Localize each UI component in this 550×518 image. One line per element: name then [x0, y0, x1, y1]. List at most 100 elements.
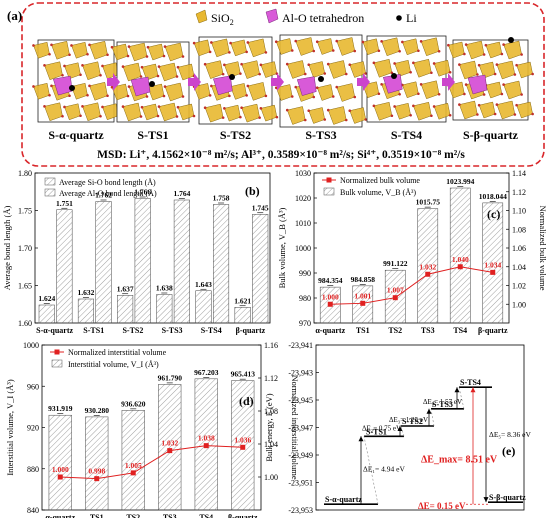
normalized-label: 1.038: [198, 434, 215, 443]
y2-tick-label: 1.10: [512, 207, 526, 216]
y-tick-label: 970: [299, 319, 311, 328]
bar: [449, 187, 471, 324]
y-tick-label: 1.65: [18, 282, 32, 291]
oxygen-atom: [401, 40, 404, 44]
oxygen-atom: [447, 43, 450, 47]
bar-label: 1.762: [95, 191, 112, 200]
bar: [38, 304, 55, 324]
oxygen-atom: [203, 106, 207, 110]
x-tick-label: α-quartz: [45, 513, 75, 518]
y-tick-label: 980: [299, 294, 311, 303]
x-tick-label: β-quartz: [236, 326, 266, 335]
oxygen-atom: [50, 43, 53, 47]
bar: [156, 294, 173, 324]
legend-label: Average Al-O bond length (Å): [59, 189, 157, 198]
bar-label: 1015.75: [416, 198, 441, 207]
oxygen-atom: [463, 92, 466, 96]
oxygen-atom: [463, 52, 466, 56]
y-tick-label: 960: [27, 382, 39, 391]
oxygen-atom: [79, 73, 82, 77]
oxygen-atom: [176, 105, 180, 109]
y-tick-label: -23,941: [288, 341, 313, 350]
oxygen-atom: [229, 41, 232, 45]
bar: [85, 416, 109, 511]
oxygen-atom: [68, 53, 71, 57]
oxygen-atom: [86, 93, 89, 97]
stage-labels: S-α-quartz S-TS1 S-TS2 S-TS3 S-TS4 S-β-quartz: [48, 128, 518, 142]
oxygen-atom: [63, 64, 66, 68]
oxygen-atom: [353, 95, 357, 99]
arrow-e1-head: [358, 436, 364, 442]
bar: [234, 307, 251, 324]
oxygen-atom: [126, 94, 130, 98]
oxygen-atom: [32, 44, 35, 47]
oxygen-atom: [476, 73, 479, 76]
oxygen-atom: [163, 45, 167, 48]
oxygen-atom: [419, 83, 423, 86]
alo-legend-label: Al-O tetrahedron: [282, 11, 364, 25]
crystal-structures: [32, 34, 534, 128]
level-label: S-TS2: [402, 417, 423, 426]
annotation-de: ΔE= 0.15 eV: [418, 501, 466, 511]
oxygen-atom: [239, 115, 242, 119]
y-tick-label: -23,945: [288, 396, 313, 405]
y-axis-label: Interstitial volume, V_I (Å³): [5, 379, 15, 476]
annotation-e4: ΔE₄= 1.57 eV: [423, 398, 462, 406]
annotation-e1: ΔE₁= 4.94 eV: [363, 464, 405, 473]
oxygen-atom: [61, 114, 64, 118]
li-legend-icon: [396, 15, 402, 21]
panel-label: (b): [245, 184, 260, 198]
oxygen-atom: [208, 50, 212, 54]
oxygen-atom: [176, 65, 180, 69]
oxygen-atom: [99, 114, 102, 118]
normalized-marker: [203, 443, 209, 449]
normalized-label: 1.040: [452, 255, 469, 264]
oxygen-atom: [274, 40, 278, 43]
oxygen-atom: [88, 84, 91, 88]
oxygen-atom: [70, 44, 73, 47]
oxygen-atom: [121, 105, 125, 108]
oxygen-atom: [344, 72, 348, 76]
oxygen-atom: [307, 109, 311, 112]
normalized-marker: [360, 300, 366, 306]
bar-label: 991.122: [383, 259, 408, 268]
oxygen-atom: [290, 49, 294, 52]
oxygen-atom: [482, 53, 486, 56]
li-atom: [508, 37, 514, 43]
oxygen-atom: [372, 61, 376, 65]
oxygen-atom: [203, 62, 207, 66]
x-tick-label: TS1: [356, 326, 370, 335]
y-tick-label: 1.80: [18, 169, 32, 178]
panel-e: -23,941 -23,943 -23,945 -23,947 -23,949 -23,9…: [264, 341, 531, 515]
oxygen-atom: [513, 73, 517, 76]
bar: [482, 202, 504, 324]
oxygen-atom: [88, 43, 91, 47]
oxygen-atom: [43, 105, 46, 108]
x-tick-label: S-TS4: [201, 326, 222, 335]
normalized-label: 1.005: [125, 461, 142, 470]
y-tick-label: -23,947: [288, 424, 313, 433]
normalized-marker: [167, 448, 173, 454]
y-tick-label: -23,943: [288, 369, 313, 378]
oxygen-atom: [412, 104, 415, 108]
y2-axis-label: Normalized bulk volume: [538, 206, 548, 291]
oxygen-atom: [495, 63, 499, 66]
bar: [56, 209, 73, 324]
oxygen-atom: [432, 62, 436, 65]
oxygen-atom: [208, 94, 212, 97]
y2-tick-label: 1.08: [264, 407, 278, 416]
oxygen-atom: [228, 94, 231, 98]
stage-label: S-TS3: [305, 128, 336, 142]
oxygen-atom: [99, 73, 102, 77]
oxygen-atom: [181, 55, 185, 58]
y2-tick-label: 1.06: [512, 244, 526, 253]
y2-tick-label: 1.08: [512, 225, 526, 234]
oxygen-atom: [458, 103, 461, 106]
stage-label: S-TS4: [391, 128, 422, 142]
x-tick-label: TS3: [421, 326, 435, 335]
panel-a-label: (a): [7, 8, 22, 23]
oxygen-atom: [323, 118, 327, 121]
oxygen-atom: [315, 40, 319, 43]
oxygen-atom: [192, 41, 196, 45]
